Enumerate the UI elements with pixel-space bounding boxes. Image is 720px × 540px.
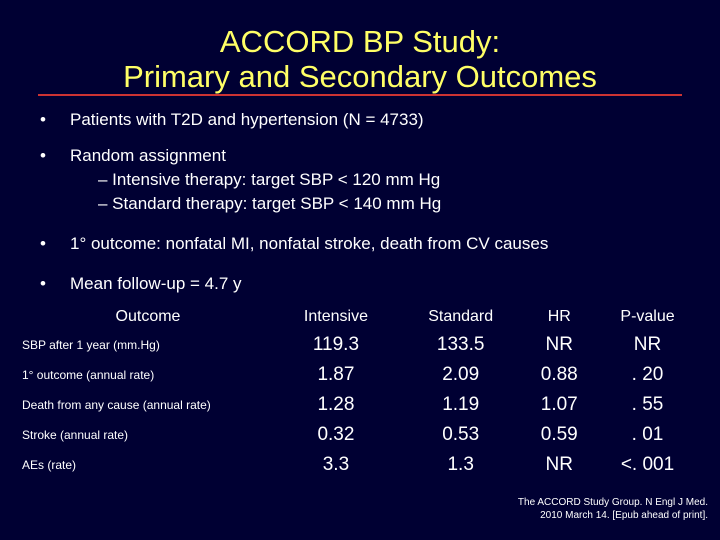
header-intensive: Intensive [303,308,368,325]
title-divider [38,94,682,96]
title-line-1: ACCORD BP Study: [219,24,501,59]
cell-intensive: 1.87 [317,364,355,385]
bullet-dot-icon: • [40,146,46,165]
cell-hr: 1.07 [540,394,578,415]
header-standard: Standard [428,308,494,325]
cell-standard: 1.19 [442,394,480,415]
citation-line-1: The ACCORD Study Group. N Engl J Med. [517,497,708,508]
cell-p-value: . 01 [631,424,664,445]
bullet-patients: • Patients with T2D and hypertension (N … [30,108,710,132]
slide-title: ACCORD BP Study: Primary and Secondary O… [40,24,680,94]
citation-line-2: 2010 March 14. [Epub ahead of print]. [540,510,708,521]
cell-hr: 0.88 [540,364,578,385]
cell-intensive: 119.3 [312,334,360,355]
row-label: Stroke (annual rate) [22,428,129,442]
bullet-dot-icon: • [40,274,46,293]
row-label: 1° outcome (annual rate) [22,368,155,382]
citation: The ACCORD Study Group. N Engl J Med. 20… [518,496,708,522]
cell-standard: 1.3 [447,454,474,475]
title-line-2: Primary and Secondary Outcomes [123,59,597,94]
bullet-dot-icon: • [40,110,46,129]
header-hr: HR [547,308,571,325]
cell-standard: 2.09 [442,364,480,385]
table-row: Stroke (annual rate) 0.32 0.53 0.59 . 01 [22,420,700,450]
row-label: Death from any cause (annual rate) [22,398,211,412]
bullet-dot-icon: • [40,234,46,253]
header-p-value: P-value [620,308,675,325]
cell-standard: 0.53 [442,424,480,445]
cell-hr: NR [545,334,573,355]
cell-p-value: . 55 [631,394,664,415]
table-header-row: Outcome Intensive Standard HR P-value [22,304,700,330]
row-label: AEs (rate) [22,458,77,472]
sub-bullet-standard: – Standard therapy: target SBP < 140 mm … [98,194,442,213]
table-row: Death from any cause (annual rate) 1.28 … [22,390,700,420]
cell-intensive: 0.32 [317,424,355,445]
header-outcome: Outcome [115,308,181,325]
cell-intensive: 3.3 [322,454,350,475]
outcomes-table: Outcome Intensive Standard HR P-value SB… [22,304,700,480]
cell-p-value: NR [633,334,662,355]
sub-bullet-intensive: – Intensive therapy: target SBP < 120 mm… [98,170,441,189]
bullet-list: • Patients with T2D and hypertension (N … [30,108,710,296]
cell-p-value: <. 001 [620,454,675,475]
row-label: SBP after 1 year (mm.Hg) [22,338,160,352]
cell-intensive: 1.28 [317,394,355,415]
table-row: 1° outcome (annual rate) 1.87 2.09 0.88 … [22,360,700,390]
cell-hr: 0.59 [540,424,578,445]
cell-standard: 133.5 [436,334,485,355]
bullet-primary-outcome: • 1° outcome: nonfatal MI, nonfatal stro… [30,232,710,256]
bullet-follow-up: • Mean follow-up = 4.7 y [30,272,710,296]
cell-p-value: . 20 [631,364,664,385]
bullet-random-assignment: • Random assignment – Intensive therapy:… [30,144,710,216]
cell-hr: NR [545,454,573,475]
table-row: SBP after 1 year (mm.Hg) 119.3 133.5 NR … [22,330,700,360]
table-row: AEs (rate) 3.3 1.3 NR <. 001 [22,450,700,480]
